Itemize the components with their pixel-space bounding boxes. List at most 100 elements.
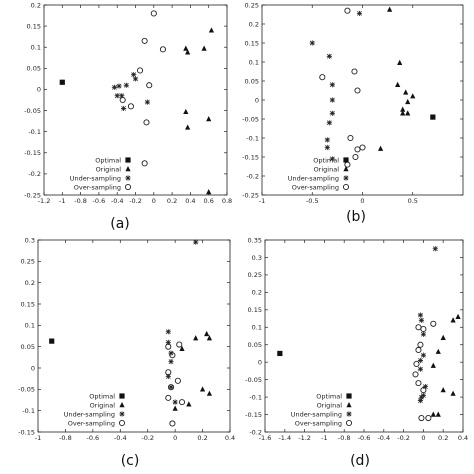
data-point [435, 411, 441, 417]
series-original [430, 313, 461, 417]
data-point [415, 380, 422, 387]
x-tick-label: -1.6 [259, 434, 272, 442]
data-point [185, 49, 191, 55]
y-tick-label: -0.05 [18, 386, 35, 394]
data-point [417, 312, 424, 318]
data-point [455, 313, 461, 319]
series-original [172, 330, 213, 411]
x-tick-label: 0 [360, 197, 364, 205]
legend-label: Under-sampling [70, 174, 121, 182]
y-tick-label: -0.05 [24, 107, 41, 115]
legend: OptimalOriginalUnder-samplingOver-sampli… [64, 392, 126, 427]
data-point [324, 137, 330, 143]
data-point [206, 116, 212, 122]
data-point [168, 384, 174, 390]
x-tick-label: -0.6 [358, 434, 371, 442]
data-point [417, 397, 424, 404]
series-optimal [59, 79, 65, 85]
data-point [352, 153, 359, 161]
y-tick-label: 0.05 [245, 77, 259, 85]
data-point [420, 331, 426, 337]
data-point [405, 98, 411, 105]
data-point [420, 387, 427, 394]
data-point [114, 93, 120, 99]
x-tick-label: -1 [35, 434, 41, 442]
x-tick-label: -0.8 [59, 434, 72, 442]
legend-marker [124, 183, 132, 191]
data-point [400, 110, 406, 116]
x-tick-label: -0.2 [129, 197, 142, 205]
legend-label: Optimal [95, 156, 121, 164]
y-tick-label: -0.15 [24, 149, 41, 157]
series-under-sampling [309, 10, 363, 162]
legend-marker [343, 157, 349, 163]
data-point [413, 360, 420, 367]
y-tick-label: 0.2 [252, 289, 262, 297]
data-point [165, 369, 172, 376]
data-point [430, 411, 436, 417]
data-point [432, 246, 438, 252]
data-point [183, 108, 189, 115]
y-tick-label: 0.25 [245, 1, 259, 9]
data-point [319, 74, 326, 81]
data-point [347, 134, 354, 142]
legend: OptimalOriginalUnder-samplingOver-sampli… [70, 156, 132, 191]
data-point [410, 93, 416, 99]
x-tick-label: -0.2 [141, 434, 154, 442]
x-tick-label: -0.5 [306, 197, 319, 205]
series-over-sampling [165, 341, 186, 427]
series-under-sampling [417, 246, 438, 404]
data-point [174, 377, 181, 384]
data-point [395, 81, 401, 87]
x-tick-label: -0.6 [87, 434, 100, 442]
legend-marker [125, 166, 131, 172]
data-point [143, 119, 150, 126]
data-point [418, 317, 425, 323]
y-tick-label: 0.15 [248, 306, 262, 314]
data-point [309, 40, 315, 46]
y-tick-label: 0.35 [248, 236, 262, 244]
data-point [417, 341, 424, 348]
data-point [208, 27, 215, 33]
chart-panel-c: -1 -0.8 -0.6 -0.4 -0.2 0 0.2 0.4 -0.15 -0.1 -0.05 0… [18, 236, 235, 469]
x-tick-label: 0.4 [185, 197, 195, 205]
data-point [167, 384, 175, 391]
y-tick-label: -0.1 [28, 128, 41, 136]
data-point [403, 89, 409, 95]
y-tick-label: 0.1 [252, 324, 262, 332]
y-tick-label: 0.05 [248, 341, 262, 349]
y-tick-label: 0.2 [249, 20, 259, 28]
y-tick-label: 0.1 [31, 44, 41, 52]
legend-marker [119, 411, 125, 417]
series-optimal [49, 338, 55, 344]
x-tick-label: 0 [173, 434, 177, 442]
x-tick-label: -0.4 [114, 434, 127, 442]
data-point [169, 352, 176, 359]
data-point [176, 341, 183, 348]
series-optimal [277, 350, 283, 357]
legend-label: Optimal [89, 392, 115, 400]
legend-marker [343, 175, 349, 181]
y-tick-label: 0.15 [27, 22, 41, 30]
x-tick-label: -1 [59, 197, 65, 205]
x-tick-label: -0.6 [93, 197, 106, 205]
data-point [193, 335, 199, 341]
data-point [201, 45, 207, 51]
y-tick-label: 0.05 [21, 343, 35, 351]
panel-caption: (c) [121, 453, 140, 469]
data-point [183, 45, 189, 51]
x-tick-label: 0.4 [225, 434, 235, 442]
data-point [344, 161, 351, 168]
plot-frame [37, 239, 231, 433]
data-point [204, 330, 210, 337]
y-tick-label: -0.2 [28, 170, 41, 178]
data-point [131, 72, 137, 78]
legend: OptimalOriginalUnder-samplingOver-sampli… [291, 392, 353, 427]
y-tick-label: -0.15 [245, 411, 262, 419]
x-tick-label: 0 [152, 197, 156, 205]
y-tick-label: -0.25 [242, 191, 259, 199]
data-point [119, 96, 126, 104]
legend-marker [346, 393, 352, 399]
data-point [326, 120, 332, 126]
